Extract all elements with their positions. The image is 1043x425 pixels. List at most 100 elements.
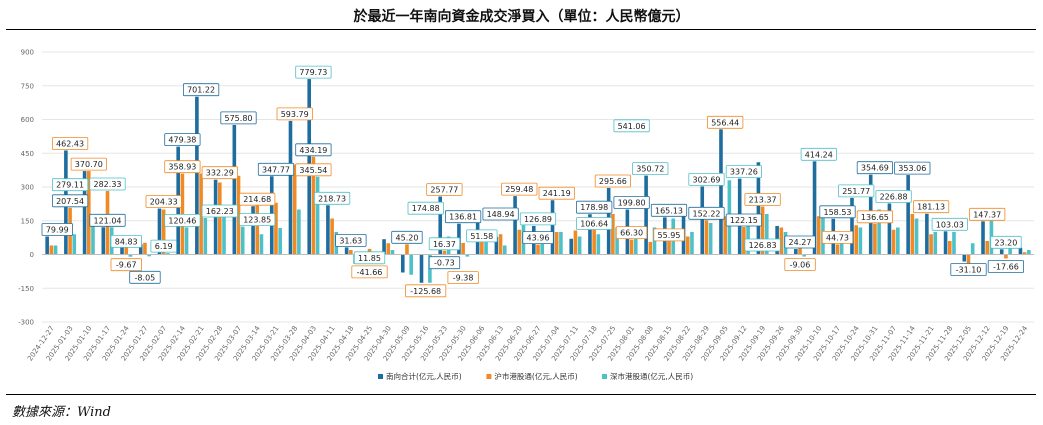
- legend-swatch: [486, 374, 492, 379]
- data-label-box: [615, 226, 648, 240]
- data-label: 257.77: [430, 186, 458, 195]
- data-label-box: [613, 196, 650, 209]
- data-label: -17.66: [993, 263, 1019, 272]
- bar-series-2: [858, 227, 863, 255]
- y-axis-ticks: -300 -150 0 150 300 450 600 750 900: [18, 49, 34, 327]
- data-label-box: [576, 200, 613, 214]
- data-label: 174.88: [412, 204, 440, 213]
- bar-series-1: [1004, 254, 1008, 259]
- bar-series-1: [779, 227, 784, 255]
- data-label-box: [295, 163, 332, 177]
- data-label: 79.99: [46, 226, 69, 235]
- data-label-box: [821, 230, 854, 244]
- data-label-box: [164, 133, 201, 146]
- data-label: 279.11: [56, 181, 84, 190]
- data-label: 414.24: [805, 150, 833, 159]
- bar-series-2: [315, 176, 320, 255]
- data-label-box: [164, 213, 201, 227]
- data-label-box: [784, 235, 816, 249]
- data-label-box: [239, 213, 276, 227]
- data-label: 370.70: [75, 160, 103, 169]
- data-label: 541.06: [618, 122, 646, 131]
- bar-series-2: [484, 241, 488, 255]
- data-label-box: [110, 234, 142, 248]
- bar-series-2: [259, 234, 264, 255]
- bar-series-2: [465, 254, 470, 257]
- data-label-box: [594, 174, 632, 188]
- data-label: 282.33: [94, 180, 122, 189]
- bar-series-2: [222, 216, 226, 255]
- bar-series-0: [850, 197, 854, 255]
- data-label: 31.63: [339, 236, 362, 245]
- bar-series-0: [719, 129, 723, 255]
- data-label-box: [707, 115, 744, 129]
- data-label: 162.23: [206, 207, 234, 216]
- data-label-box: [931, 217, 968, 231]
- data-label-box: [335, 233, 367, 247]
- bar-series-2: [577, 236, 582, 255]
- bar-series-1: [985, 241, 990, 255]
- data-label: 24.27: [789, 238, 812, 247]
- bar-series-1: [910, 214, 915, 255]
- data-label-box: [405, 284, 447, 298]
- bar-series-2: [914, 218, 919, 255]
- data-label: 479.38: [168, 136, 196, 145]
- data-label: 121.04: [94, 216, 122, 225]
- data-label: 701.22: [187, 86, 215, 95]
- data-label-box: [426, 183, 463, 196]
- bar-series-1: [143, 242, 147, 255]
- data-label: 51.58: [470, 232, 493, 241]
- bar-series-2: [390, 250, 395, 255]
- data-label: 332.29: [206, 169, 234, 178]
- data-label: 207.54: [56, 197, 84, 206]
- bar-series-0: [1018, 247, 1023, 255]
- data-label-box: [613, 119, 650, 133]
- bar-series-0: [251, 206, 255, 255]
- bar-series-1: [517, 229, 522, 255]
- bar-series-1: [947, 241, 952, 255]
- data-label-box: [70, 157, 107, 171]
- bar-series-2: [708, 223, 713, 255]
- data-label-box: [257, 162, 295, 176]
- data-label: 204.33: [150, 198, 178, 207]
- data-label: -0.73: [434, 259, 455, 268]
- legend-label: 沪市港股通(亿元,人民币): [494, 371, 577, 381]
- bar-series-0: [494, 236, 499, 255]
- bar-series-1: [835, 244, 840, 255]
- y-tick-label: 900: [21, 49, 34, 57]
- y-tick-label: -150: [18, 285, 34, 293]
- x-axis-ticks: 2024-12-272025-01-032025-01-102025-01-17…: [26, 324, 1029, 362]
- data-label: 126.89: [524, 215, 552, 224]
- bar-series-2: [53, 245, 58, 255]
- data-label: 226.88: [880, 193, 908, 202]
- y-tick-label: 450: [21, 150, 34, 158]
- bar-series-1: [498, 234, 503, 255]
- bar-series-2: [147, 254, 151, 257]
- data-label-box: [990, 235, 1022, 249]
- bar-series-1: [891, 229, 896, 255]
- title-rule: [6, 29, 1036, 30]
- data-label: 11.85: [358, 254, 381, 263]
- bar-series-0: [232, 124, 237, 255]
- data-label-box: [428, 237, 461, 251]
- data-label-box: [650, 203, 688, 217]
- data-label: 575.80: [225, 114, 253, 123]
- bar-series-2: [72, 234, 77, 255]
- bar-series-0: [962, 254, 967, 262]
- data-label-box: [182, 83, 220, 97]
- data-label: 295.66: [599, 177, 627, 186]
- bar-series-1: [573, 230, 578, 255]
- data-label-box: [428, 256, 461, 270]
- bar-series-0: [794, 249, 798, 255]
- data-label: 45.20: [396, 233, 419, 242]
- data-label-box: [875, 190, 912, 203]
- data-label: 353.06: [898, 164, 926, 173]
- data-label-box: [538, 186, 575, 200]
- bar-series-1: [461, 242, 465, 255]
- y-tick-label: 600: [21, 116, 34, 124]
- data-label: 152.22: [693, 209, 721, 218]
- bar-series-1: [648, 241, 653, 255]
- data-label-box: [913, 200, 950, 214]
- data-label-box: [447, 271, 479, 285]
- data-label: 136.65: [861, 213, 889, 222]
